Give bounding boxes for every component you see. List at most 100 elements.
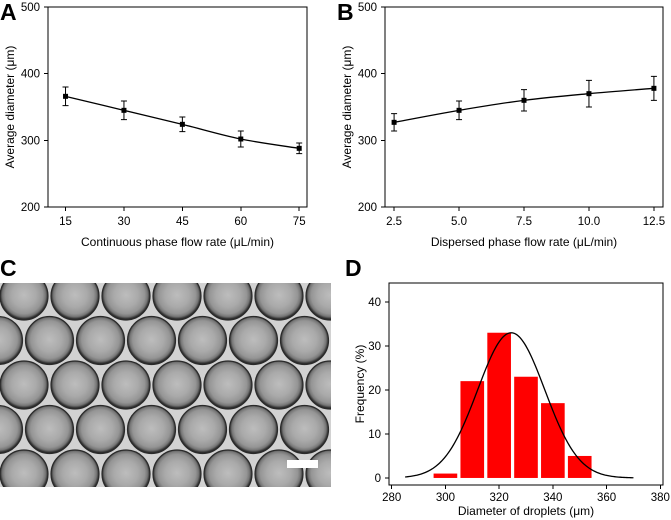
- data-point-marker: [121, 107, 127, 113]
- data-point-marker: [391, 119, 397, 125]
- droplet: [177, 315, 228, 366]
- panel-label: A: [0, 0, 17, 25]
- x-tick-label: 75: [293, 216, 306, 228]
- droplet: [50, 449, 100, 487]
- droplet: [101, 283, 151, 321]
- x-tick-label: 45: [176, 216, 189, 228]
- data-point-marker: [586, 91, 592, 97]
- droplet: [24, 315, 75, 366]
- droplet: [203, 283, 253, 321]
- droplet: [152, 360, 202, 410]
- droplet: [177, 404, 228, 455]
- histogram-bar: [567, 455, 592, 478]
- droplet: [75, 315, 126, 366]
- y-tick-label: 500: [21, 2, 40, 14]
- data-point-marker: [296, 145, 302, 151]
- y-tick-label: 0: [375, 473, 381, 485]
- x-tick-label: 380: [651, 492, 670, 504]
- histogram-bar: [487, 332, 511, 478]
- x-tick-label: 280: [382, 492, 401, 504]
- droplet: [305, 283, 331, 321]
- chart-panel-d: D 280 300 320 340 360 380 0 10 20 30 40 Diameter of …: [345, 255, 670, 518]
- x-tick-label: 15: [59, 216, 72, 228]
- droplet: [50, 283, 100, 321]
- chart-panel-b: B 2.5 5.0 7.5 10.0 12.5 200 300 400 500 Dispersed …: [337, 0, 665, 249]
- panel-label: C: [0, 255, 17, 281]
- micrograph-image: [0, 283, 331, 487]
- data-point-marker: [521, 97, 527, 103]
- y-tick-label: 400: [21, 69, 40, 81]
- droplet: [203, 360, 253, 410]
- data-point-marker: [456, 107, 462, 113]
- droplet: [254, 360, 304, 410]
- x-axis-title: Diameter of droplets (μm): [458, 504, 594, 518]
- y-tick-label: 200: [21, 202, 40, 214]
- droplet: [228, 404, 279, 455]
- x-tick-label: 60: [234, 216, 247, 228]
- x-tick-label: 10.0: [578, 216, 600, 228]
- droplet: [50, 360, 100, 410]
- x-tick-label: 320: [490, 492, 509, 504]
- x-tick-label: 340: [543, 492, 562, 504]
- data-point-marker: [179, 121, 185, 127]
- droplet: [152, 283, 202, 321]
- y-tick-label: 20: [368, 385, 381, 397]
- droplet: [279, 315, 330, 366]
- droplet: [305, 360, 331, 410]
- micrograph-panel-c: C: [0, 255, 331, 487]
- histogram-bar: [514, 376, 538, 478]
- x-tick-label: 5.0: [451, 216, 467, 228]
- droplet: [75, 404, 126, 455]
- droplet: [0, 315, 24, 366]
- y-tick-label: 40: [368, 297, 381, 309]
- plot-frame: [388, 282, 664, 486]
- droplet: [101, 360, 151, 410]
- data-point-marker: [651, 85, 657, 91]
- data-point-marker: [63, 93, 69, 99]
- droplet: [279, 404, 330, 455]
- y-tick-label: 10: [368, 429, 381, 441]
- chart-panel-a: A 15 30 45 60 75 200 300 400 500 Continuous phase …: [0, 0, 308, 249]
- droplet: [228, 315, 279, 366]
- x-tick-label: 300: [436, 492, 455, 504]
- panel-label: D: [345, 255, 362, 281]
- droplet: [203, 449, 253, 487]
- y-tick-label: 300: [358, 135, 377, 147]
- y-tick-label: 500: [358, 2, 377, 14]
- droplet: [0, 404, 24, 455]
- x-axis-title: Continuous phase flow rate (μL/min): [81, 235, 274, 249]
- y-tick-label: 200: [358, 202, 377, 214]
- x-tick-label: 2.5: [386, 216, 402, 228]
- x-axis-title: Dispersed phase flow rate (μL/min): [431, 235, 617, 249]
- histogram-bar: [433, 473, 458, 478]
- droplet: [24, 404, 75, 455]
- droplet: [305, 449, 331, 487]
- y-tick-label: 300: [21, 135, 40, 147]
- x-tick-label: 30: [118, 216, 131, 228]
- y-tick-label: 30: [368, 341, 381, 353]
- droplet: [152, 449, 202, 487]
- y-axis-title: Average diameter (μm): [3, 46, 17, 169]
- x-tick-label: 7.5: [516, 216, 532, 228]
- x-tick-label: 360: [597, 492, 616, 504]
- droplet-array: [0, 283, 331, 487]
- droplet: [0, 449, 49, 487]
- x-tick-label: 12.5: [643, 216, 665, 228]
- panel-label: B: [337, 0, 354, 25]
- droplet: [254, 449, 304, 487]
- y-axis-title: Frequency (%): [353, 345, 367, 424]
- data-point-marker: [238, 136, 244, 142]
- droplet: [0, 360, 49, 410]
- droplet: [126, 404, 177, 455]
- y-axis-title: Average diameter (μm): [340, 46, 354, 169]
- histogram-bar: [541, 403, 565, 478]
- scale-bar: [287, 460, 318, 468]
- droplet: [101, 449, 151, 487]
- histogram-bar: [460, 381, 485, 478]
- gaussian-fit-curve: [405, 332, 634, 479]
- plot-frame: [47, 6, 308, 208]
- droplet: [126, 315, 177, 366]
- y-tick-label: 400: [358, 69, 377, 81]
